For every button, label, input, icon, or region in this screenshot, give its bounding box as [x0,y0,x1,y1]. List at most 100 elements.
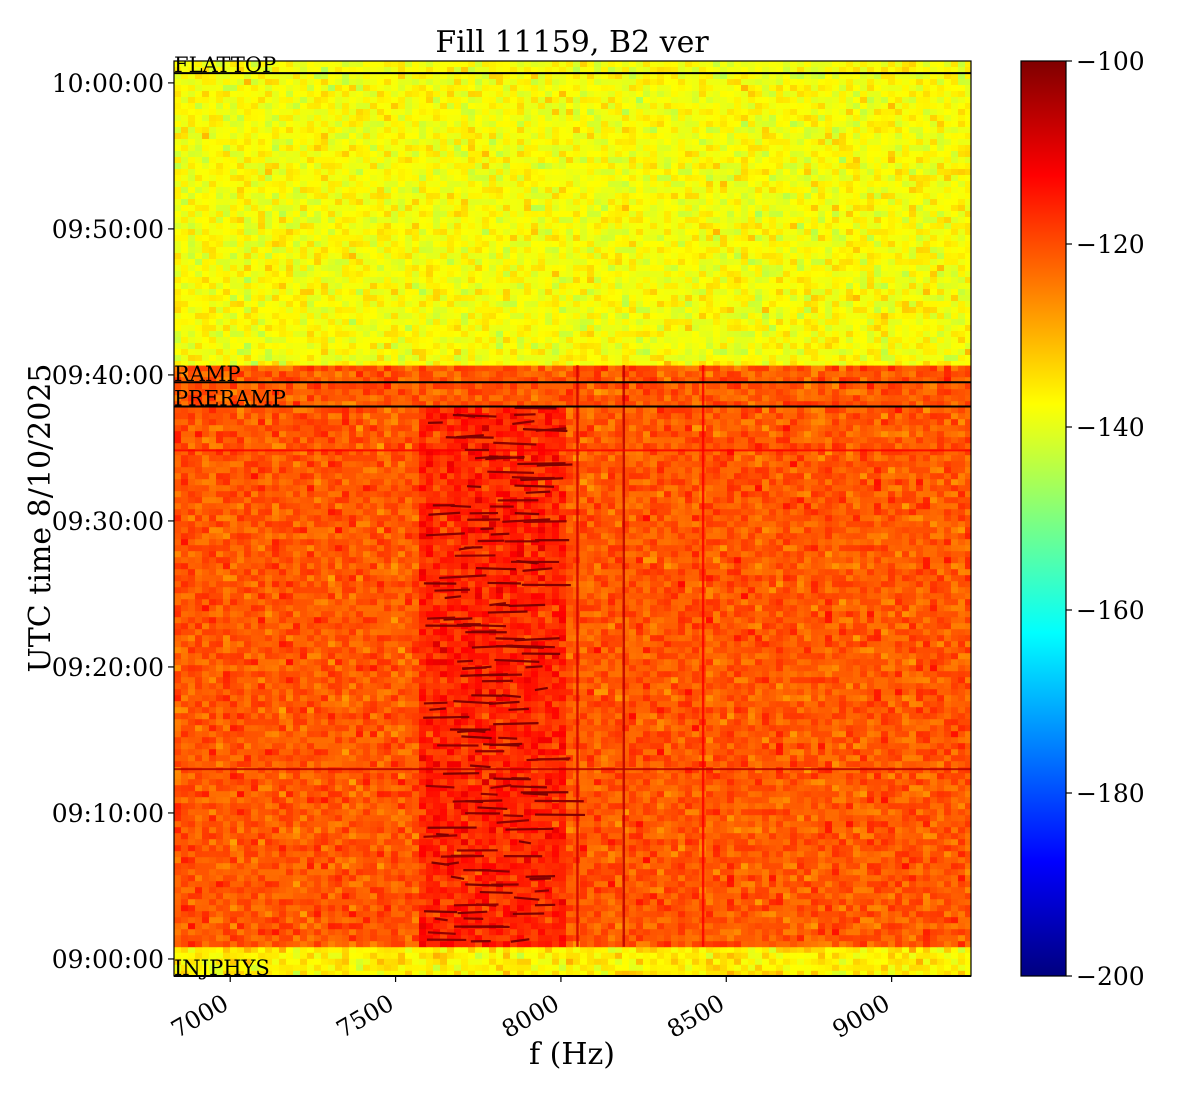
heatmap-cell [510,425,518,432]
heatmap-cell [258,401,266,408]
heatmap-cell [461,521,469,528]
heatmap-cell [608,545,616,552]
heatmap-cell [489,431,497,438]
heatmap-cell [916,509,924,516]
heatmap-cell [286,593,294,600]
heatmap-cell [629,371,637,378]
heatmap-cell [209,515,217,522]
heatmap-cell [944,946,952,954]
heatmap-cell [328,479,336,486]
heatmap-cell [923,389,931,396]
heatmap-cell [664,485,672,492]
heatmap-cell [776,371,784,378]
heatmap-cell [720,515,728,522]
heatmap-cell [825,946,833,954]
heatmap-cell [370,952,378,960]
heatmap-cell [342,545,350,552]
heatmap-cell [867,455,875,462]
heatmap-cell [608,569,616,576]
heatmap-cell [713,521,721,528]
heatmap-cell [734,461,742,468]
heatmap-cell [335,455,343,462]
heatmap-cell [300,509,308,516]
heatmap-cell [216,551,224,558]
heatmap-cell [923,461,931,468]
heatmap-cell [293,479,301,486]
heatmap-cell [965,365,971,372]
heatmap-cell [587,551,595,558]
heatmap-cell [776,569,784,576]
heatmap-cell [531,437,539,444]
heatmap-cell [321,407,329,414]
heatmap-cell [720,563,728,570]
heatmap-cell [846,509,854,516]
heatmap-cell [426,431,434,438]
heatmap-cell [769,964,777,972]
heatmap-cell [363,497,371,504]
heatmap-cell [783,371,791,378]
heatmap-cell [181,491,189,498]
heatmap-cell [391,443,399,450]
heatmap-cell [545,587,553,594]
heatmap-cell [755,431,763,438]
heatmap-cell [314,509,322,516]
heatmap-cell [797,521,805,528]
heatmap-cell [342,527,350,534]
heatmap-cell [454,407,462,414]
heatmap-cell [769,413,777,420]
heatmap-cell [650,970,658,976]
heatmap-cell [769,383,777,390]
heatmap-cell [349,431,357,438]
heatmap-cell [279,569,287,576]
heatmap-cell [615,497,623,504]
heatmap-cell [314,479,322,486]
heatmap-cell [475,551,483,558]
heatmap-cell [349,539,357,546]
heatmap-cell [867,497,875,504]
heatmap-cell [293,491,301,498]
heatmap-cell [272,401,280,408]
heatmap-cell [643,587,651,594]
heatmap-cell [195,497,203,504]
heatmap-cell [531,371,539,378]
heatmap-cell [370,563,378,570]
heatmap-cell [545,371,553,378]
heatmap-cell [734,539,742,546]
heatmap-cell [720,371,728,378]
heatmap-cell [748,407,756,414]
heatmap-cell [258,389,266,396]
heatmap-cell [860,377,868,384]
heatmap-cell [384,437,392,444]
heatmap-cell [699,958,707,966]
heatmap-cell [888,958,896,966]
heatmap-cell [895,365,903,372]
heatmap-cell [832,545,840,552]
heatmap-cell [195,563,203,570]
heatmap-cell [510,970,518,976]
heatmap-cell [440,419,448,426]
heatmap-cell [944,431,952,438]
heatmap-cell [174,527,182,534]
heatmap-cell [391,587,399,594]
heatmap-cell [447,485,455,492]
heatmap-cell [909,563,917,570]
heatmap-cell [230,557,238,564]
heatmap-cell [209,575,217,582]
heatmap-cell [650,587,658,594]
heatmap-cell [790,425,798,432]
heatmap-cell [636,425,644,432]
heatmap-cell [776,389,784,396]
heatmap-cell [307,515,315,522]
heatmap-cell [307,527,315,534]
heatmap-cell [433,593,441,600]
heatmap-cell [748,389,756,396]
heatmap-cell [328,533,336,540]
heatmap-cell [440,365,448,372]
heatmap-cell [440,521,448,528]
heatmap-cell [748,545,756,552]
heatmap-cell [237,413,245,420]
heatmap-cell [734,449,742,456]
heatmap-cell [377,431,385,438]
heatmap-cell [377,473,385,480]
heatmap-cell [223,509,231,516]
